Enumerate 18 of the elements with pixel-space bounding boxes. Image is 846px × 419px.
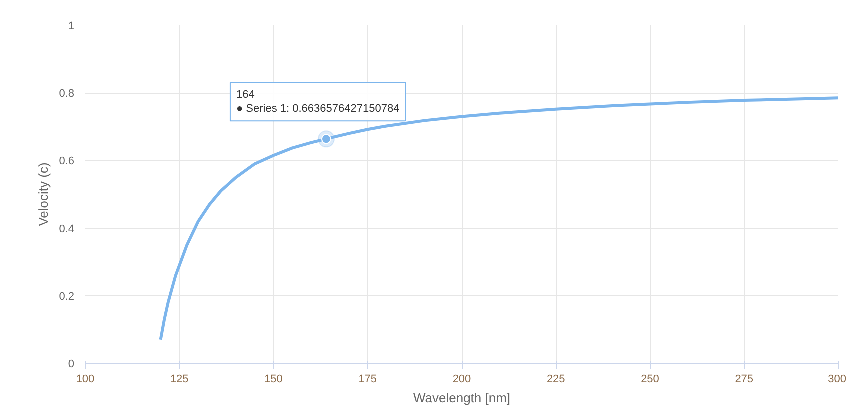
x-tick-label: 300 [828, 374, 846, 386]
x-tick-label: 125 [170, 374, 189, 386]
x-axis-title: Wavelength [nm] [413, 390, 511, 406]
y-tick-label: 0.2 [59, 290, 75, 303]
y-tick-label: 0.8 [59, 88, 75, 100]
y-tick-label: 0 [68, 358, 75, 370]
y-tick-label: 0.4 [59, 223, 75, 236]
x-tick-label: 250 [641, 374, 660, 386]
x-tick-label: 175 [358, 374, 378, 386]
x-tick-label: 225 [546, 374, 566, 386]
x-tick-label: 200 [452, 374, 472, 386]
x-tick-label: 100 [76, 374, 95, 386]
y-tick-label: 1 [68, 20, 75, 32]
y-tick-label: 0.6 [59, 156, 75, 168]
annotation: 164 ● Series 1: 0.6636576427150784 [236, 88, 400, 116]
x-tick-label: 275 [735, 374, 754, 386]
x-tick-label: 150 [264, 374, 283, 386]
y-axis-title: Velocity (c) [36, 162, 52, 226]
